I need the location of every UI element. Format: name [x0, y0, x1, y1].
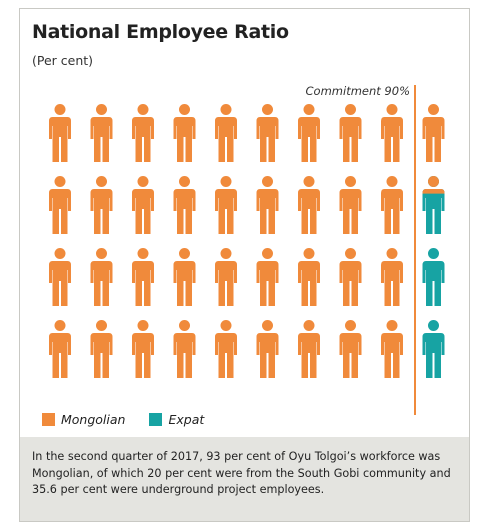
footnote-text: In the second quarter of 2017, 93 per ce… — [32, 450, 451, 496]
legend-item-expat: Expat — [149, 412, 204, 427]
person-icon — [381, 176, 403, 234]
legend-label-expat: Expat — [168, 412, 205, 427]
person-icon — [215, 104, 237, 162]
person-icon — [49, 248, 71, 306]
person-icon — [132, 176, 154, 234]
person-icon — [132, 104, 154, 162]
person-icon — [49, 320, 71, 378]
person-icon — [90, 248, 113, 306]
person-icon — [422, 104, 445, 162]
person-icon — [90, 104, 113, 162]
person-icon — [422, 248, 445, 306]
person-icon — [381, 320, 403, 378]
commitment-line — [414, 85, 416, 415]
person-icon — [173, 248, 196, 306]
person-icon — [256, 320, 279, 378]
person-icon — [90, 176, 113, 234]
person-icon — [298, 248, 320, 306]
person-icon — [298, 104, 320, 162]
person-icon — [256, 248, 279, 306]
person-icon — [132, 320, 154, 378]
person-icon — [173, 320, 196, 378]
person-icon — [339, 176, 362, 234]
chart-title: National Employee Ratio — [32, 21, 289, 43]
person-icon — [381, 248, 403, 306]
person-icon — [215, 320, 237, 378]
expat-swatch — [149, 413, 163, 426]
person-icon — [256, 104, 279, 162]
person-icon — [298, 176, 320, 234]
legend-label-mongolian: Mongolian — [61, 412, 126, 427]
chart-subtitle: (Per cent) — [32, 53, 94, 68]
person-icon — [173, 104, 196, 162]
person-icon — [422, 176, 445, 234]
pictogram-grid — [49, 104, 445, 378]
infographic-panel: National Employee Ratio (Per cent) Commi… — [19, 8, 470, 522]
person-icon — [339, 248, 362, 306]
legend: Mongolian Expat — [42, 412, 204, 427]
person-icon — [339, 104, 362, 162]
person-icon — [173, 176, 196, 234]
person-icon — [49, 176, 71, 234]
footnote-box: In the second quarter of 2017, 93 per ce… — [20, 437, 469, 521]
mongolian-swatch — [42, 413, 55, 426]
person-icon — [422, 320, 445, 378]
person-icon — [49, 104, 71, 162]
person-icon — [381, 104, 403, 162]
person-icon — [215, 248, 237, 306]
person-icon — [132, 248, 154, 306]
legend-item-mongolian: Mongolian — [42, 412, 125, 427]
person-icon — [215, 176, 237, 234]
person-icon — [256, 176, 279, 234]
person-icon — [339, 320, 362, 378]
commitment-label: Commitment 90% — [305, 84, 410, 98]
person-icon — [90, 320, 113, 378]
person-icon — [298, 320, 320, 378]
